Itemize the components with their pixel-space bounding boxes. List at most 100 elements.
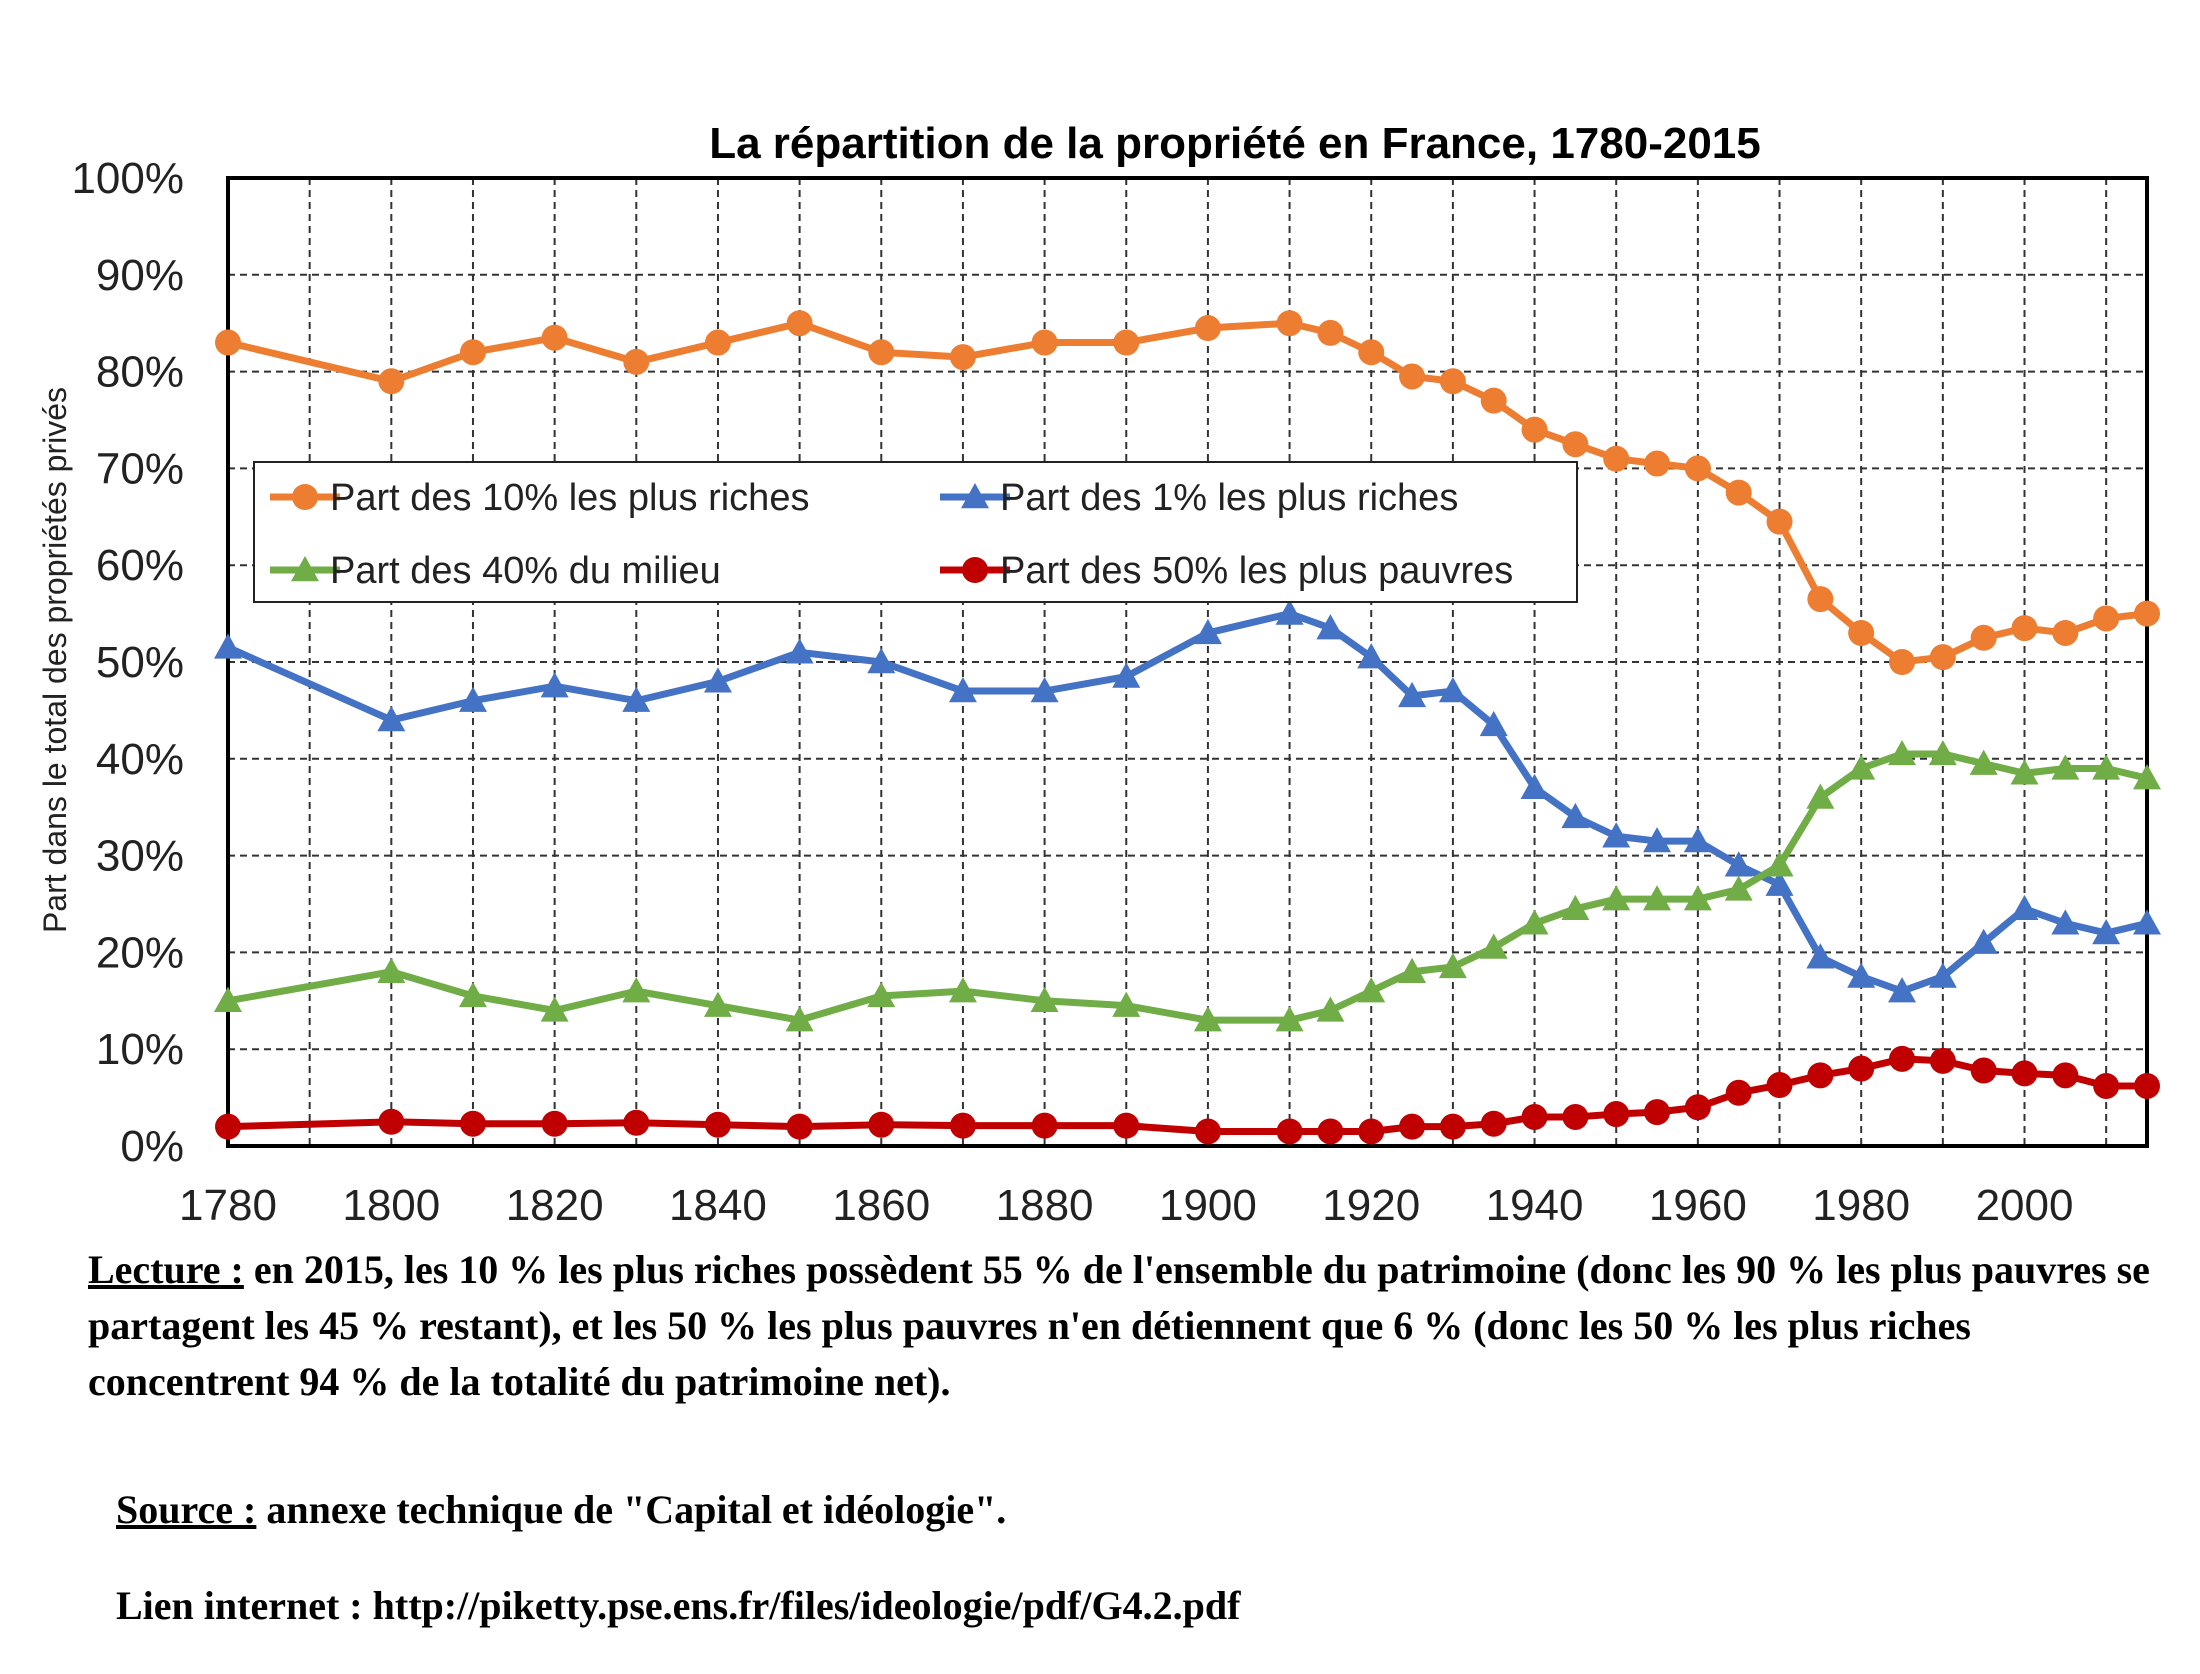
data-point xyxy=(1521,416,1548,443)
y-tick-label: 10% xyxy=(96,1025,184,1074)
data-point xyxy=(1766,1072,1793,1099)
data-point xyxy=(1113,1112,1140,1139)
data-point xyxy=(1438,952,1467,979)
series-line xyxy=(227,1055,2147,1135)
x-tick-label: 2000 xyxy=(1976,1181,2074,1230)
data-point xyxy=(786,310,813,337)
data-point xyxy=(1358,1118,1385,1145)
data-point xyxy=(2052,1062,2079,1089)
data-point xyxy=(378,1108,405,1135)
data-point xyxy=(2134,1072,2160,1099)
data-point xyxy=(1807,586,1834,613)
y-tick-label: 30% xyxy=(96,832,184,881)
data-point xyxy=(868,339,895,366)
series-line xyxy=(227,319,2148,666)
data-point xyxy=(1194,1118,1221,1145)
legend-label: Part des 10% les plus riches xyxy=(330,477,809,519)
data-point xyxy=(1928,739,1957,766)
legend-box xyxy=(253,461,1578,603)
data-point xyxy=(540,672,569,698)
x-tick-label: 1960 xyxy=(1649,1181,1747,1230)
data-point xyxy=(1317,319,1344,346)
data-point xyxy=(541,324,568,351)
data-point xyxy=(867,648,896,674)
data-point xyxy=(1193,1006,1222,1032)
data-point xyxy=(1275,599,1304,625)
data-point xyxy=(2093,605,2120,632)
data-point xyxy=(1399,1113,1426,1140)
data-point xyxy=(704,1111,731,1138)
data-point xyxy=(1970,624,1997,651)
data-point xyxy=(1724,851,1753,877)
data-point xyxy=(622,686,651,712)
legend-swatch-marker xyxy=(961,483,989,509)
data-point xyxy=(1888,977,1917,1003)
data-point xyxy=(1928,962,1957,988)
data-point xyxy=(1848,1055,1875,1082)
x-tick-label: 1840 xyxy=(669,1181,767,1230)
data-point xyxy=(623,1109,650,1136)
source-label: Source : xyxy=(116,1487,257,1532)
data-point xyxy=(1112,662,1141,688)
data-point xyxy=(1603,1101,1630,1128)
legend-label: Part des 50% les plus pauvres xyxy=(1000,550,1513,592)
legend-item: Part des 10% les plus riches xyxy=(270,477,809,519)
data-point xyxy=(1275,1006,1304,1032)
data-point xyxy=(1848,619,1875,646)
data-point xyxy=(1480,1110,1507,1137)
data-point xyxy=(1480,387,1507,414)
data-point xyxy=(1112,991,1141,1017)
data-point xyxy=(1031,1112,1058,1139)
data-point xyxy=(1847,754,1876,780)
chart-title: La répartition de la propriété en France… xyxy=(709,119,1761,168)
data-point xyxy=(540,996,569,1022)
data-point xyxy=(1113,329,1140,356)
data-point xyxy=(2011,615,2038,642)
data-point xyxy=(1765,870,1794,896)
data-point xyxy=(1520,773,1549,800)
data-point xyxy=(1929,1047,1956,1074)
legend-swatch-marker xyxy=(291,556,319,582)
series-2 xyxy=(214,599,2161,1003)
data-point xyxy=(1724,875,1753,901)
data-point xyxy=(2010,759,2039,785)
data-point xyxy=(1644,450,1671,477)
data-point xyxy=(622,977,651,1003)
data-point xyxy=(1194,315,1221,342)
data-point xyxy=(1888,739,1917,766)
data-point xyxy=(948,977,977,1003)
data-point xyxy=(703,991,732,1017)
lecture-label: Lecture : xyxy=(88,1247,244,1292)
y-axis-label: Part dans le total des propriétés privés xyxy=(37,387,73,933)
x-tick-label: 1800 xyxy=(342,1181,440,1230)
data-point xyxy=(785,638,814,664)
data-point xyxy=(786,1113,813,1140)
y-tick-label: 60% xyxy=(96,541,184,590)
legend-item: Part des 1% les plus riches xyxy=(940,477,1458,519)
data-point xyxy=(1766,508,1793,535)
data-point xyxy=(2092,754,2121,780)
data-point xyxy=(1765,851,1794,877)
x-tick-label: 1900 xyxy=(1159,1181,1257,1230)
y-tick-label: 20% xyxy=(96,928,184,977)
data-point xyxy=(1969,749,1998,775)
data-point xyxy=(1889,649,1916,675)
data-point xyxy=(1969,928,1998,954)
data-point xyxy=(1603,445,1630,472)
data-point xyxy=(459,339,486,366)
data-point xyxy=(1684,1094,1711,1121)
plot-frame xyxy=(226,176,2149,1148)
data-point xyxy=(377,957,406,983)
data-point xyxy=(1438,677,1467,703)
data-point xyxy=(1439,1113,1466,1140)
data-point xyxy=(1561,802,1590,829)
data-point xyxy=(1316,614,1345,640)
data-point xyxy=(1276,1118,1303,1145)
data-point xyxy=(623,348,650,375)
series-4 xyxy=(215,1045,2160,1145)
y-tick-label: 90% xyxy=(96,251,184,300)
data-point xyxy=(214,633,242,659)
reading-note: Lecture : en 2015, les 10 % les plus ric… xyxy=(88,1242,2168,1410)
data-point xyxy=(1725,479,1752,506)
data-point xyxy=(377,706,406,732)
